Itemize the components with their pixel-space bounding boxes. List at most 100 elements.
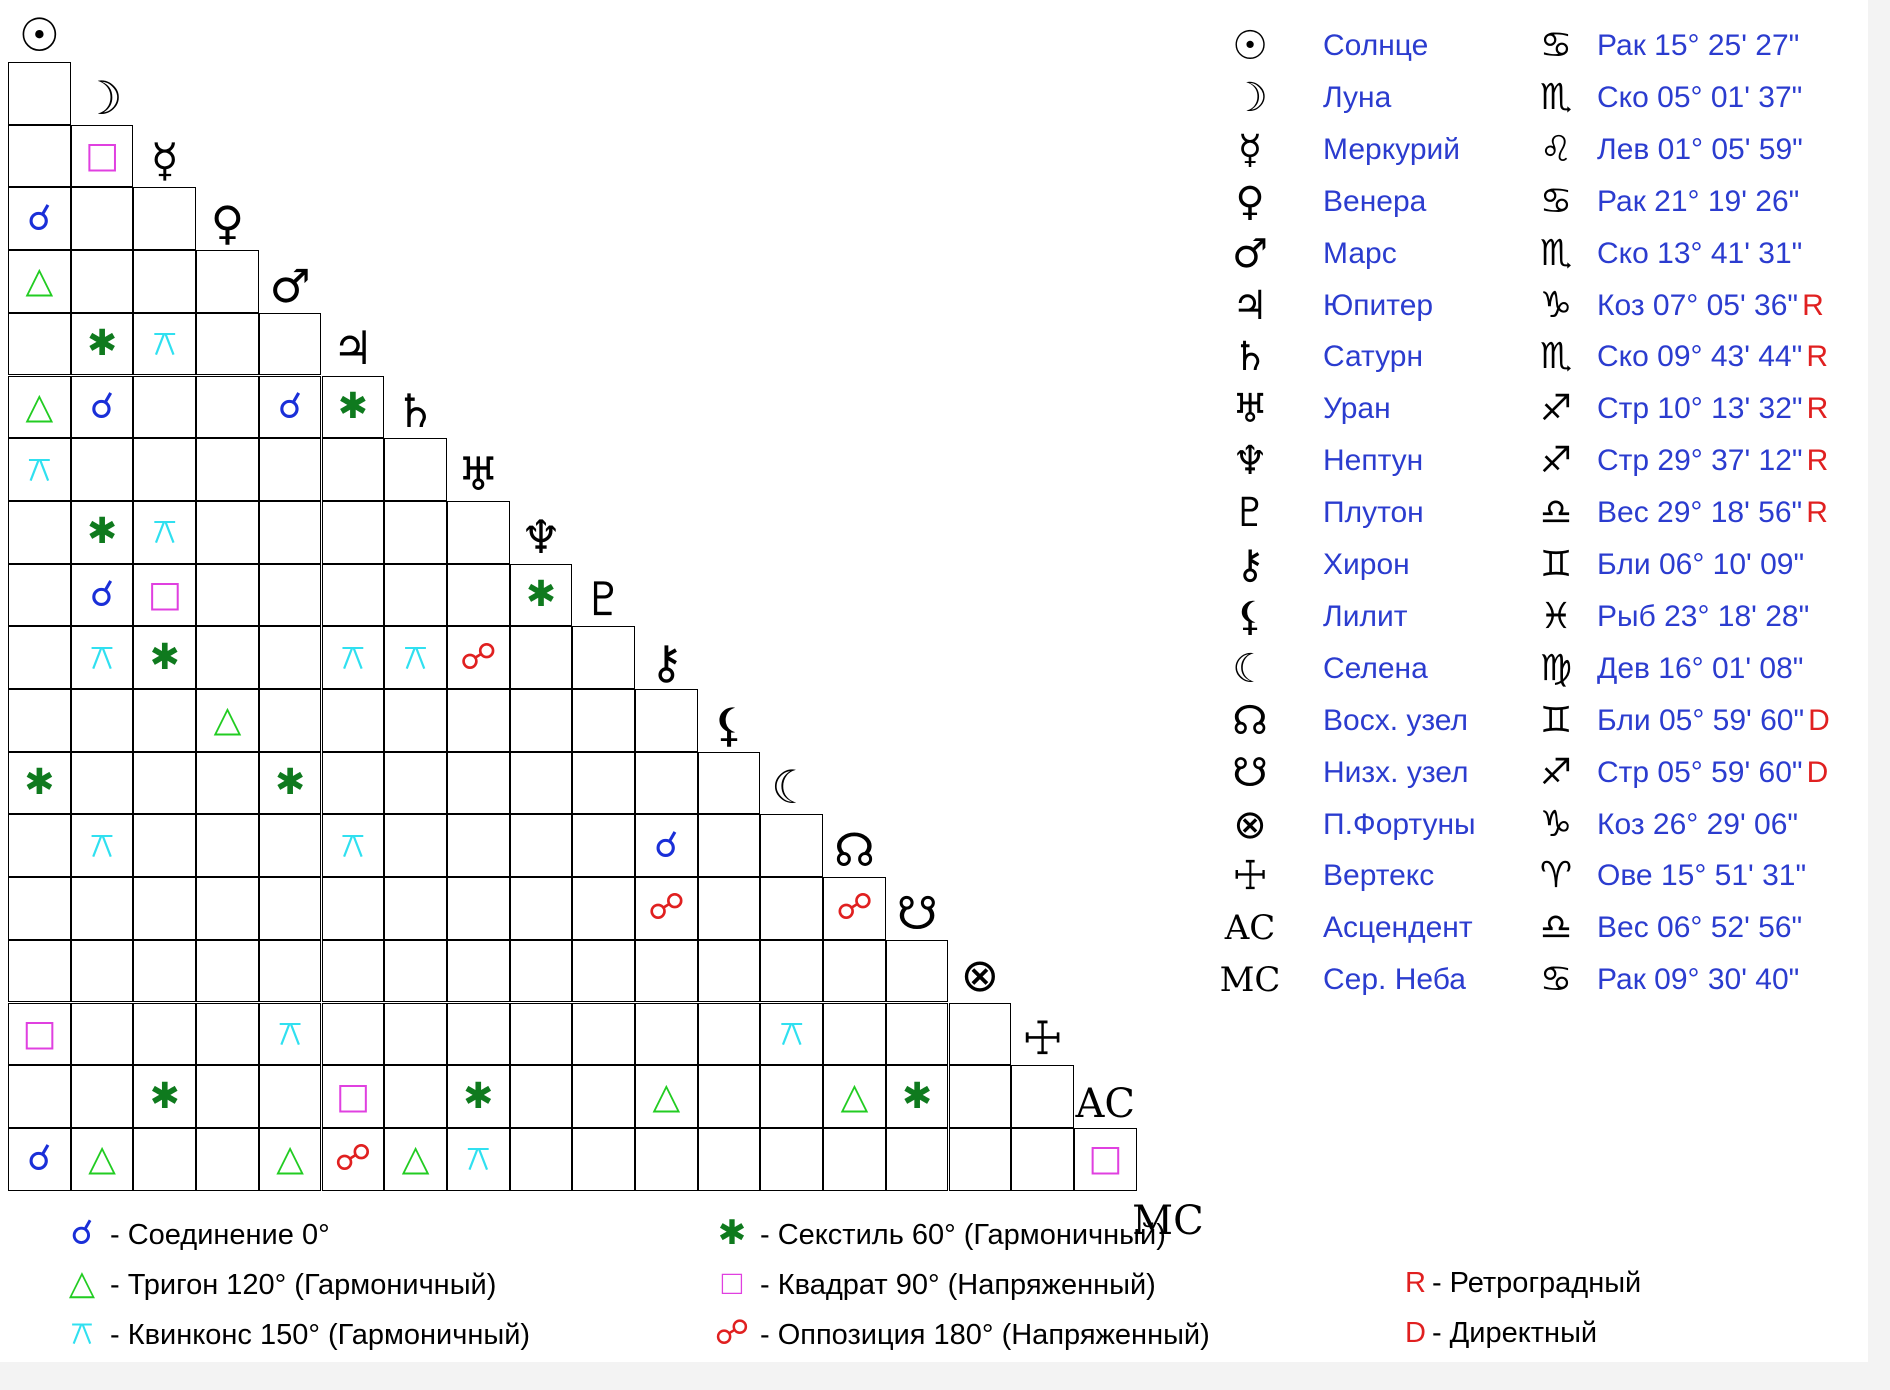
- grid-cell: [196, 751, 259, 815]
- grid-cell: [760, 1127, 824, 1191]
- planet-glyph-icon: ☽: [1232, 74, 1268, 121]
- grid-cell: ⚻: [258, 1002, 322, 1066]
- planet-position: Рак 09° 30' 40": [1597, 949, 1799, 1011]
- planet-glyph-icon: ☉: [1232, 23, 1268, 69]
- zodiac-sign-icon: ♌: [1539, 128, 1573, 170]
- grid-cell: ✱: [70, 312, 134, 376]
- grid-cell: [196, 877, 259, 940]
- grid-cell: [133, 438, 197, 501]
- grid-cell: [509, 1065, 573, 1128]
- grid-cell: [258, 500, 322, 564]
- bottom-background-strip: [0, 1362, 1890, 1390]
- motion-flag: R: [1806, 392, 1829, 426]
- planet-glyph-icon: ♇: [1232, 490, 1268, 537]
- aspect-quin-mark: ⚻: [278, 1012, 303, 1054]
- planet-position-text: Ско 09° 43' 44": [1597, 340, 1803, 374]
- grid-cell: [321, 438, 385, 501]
- direct-letter: D: [1405, 1317, 1426, 1349]
- grid-cell: △: [635, 1065, 698, 1128]
- aspect-trine-mark: △: [840, 1075, 869, 1117]
- grid-cell: [446, 500, 510, 564]
- grid-cell: ✱: [8, 751, 71, 815]
- zodiac-sign-icon: ♏: [1539, 232, 1573, 274]
- planet-row: ♅ Уран ♐ Стр 10° 13' 32" R: [1215, 378, 1865, 441]
- grid-cell: [760, 814, 824, 878]
- aspect-square-mark: □: [147, 573, 182, 615]
- grid-cell: [258, 312, 322, 376]
- grid-header-7: ♅: [457, 446, 499, 501]
- grid-cell: [384, 877, 447, 940]
- grid-cell: [572, 877, 635, 940]
- aspect-quin-mark: ⚻: [27, 448, 52, 490]
- planet-position-text: Бли 06° 10' 09": [1597, 548, 1805, 581]
- grid-header-14: ☋: [896, 885, 938, 940]
- grid-cell: [8, 62, 71, 125]
- grid-cell: [384, 1065, 447, 1128]
- grid-cell: [70, 1065, 134, 1128]
- grid-cell: [635, 1127, 698, 1191]
- planet-glyph-icon: ♄: [1232, 334, 1268, 381]
- grid-cell: [572, 1127, 635, 1191]
- planet-position-text: Вес 06° 52' 56": [1597, 911, 1803, 945]
- planet-glyph-icon: AC: [1224, 908, 1276, 949]
- grid-cell: [697, 1127, 761, 1191]
- planet-name: Юпитер: [1323, 288, 1434, 322]
- grid-cell: □: [321, 1065, 385, 1128]
- grid-cell: [384, 814, 447, 878]
- planet-row: ⚷ Хирон ♊ Бли 06° 10' 09": [1215, 534, 1865, 597]
- planet-row: ☿ Меркурий ♌ Лев 01° 05' 59": [1215, 119, 1865, 182]
- aspect-quin-mark: ⚻: [90, 824, 115, 866]
- grid-cell: [70, 250, 134, 313]
- grid-cell: ⚻: [321, 626, 385, 689]
- planet-glyph-icon: ⚸: [1235, 593, 1265, 640]
- aspect-quin-mark: ⚻: [340, 824, 365, 866]
- planet-name: Хирон: [1323, 548, 1410, 581]
- aspect-trine-mark: △: [401, 1138, 430, 1180]
- planet-position-text: Рак 15° 25' 27": [1597, 29, 1800, 62]
- grid-cell: [446, 563, 510, 627]
- aspect-quin-mark: ⚻: [340, 636, 365, 678]
- grid-cell: [196, 312, 259, 376]
- grid-cell: [446, 689, 510, 752]
- aspect-quin-mark: ⚻: [152, 323, 177, 365]
- grid-cell: [321, 1002, 385, 1066]
- planet-position-text: Ско 05° 01' 37": [1597, 80, 1803, 114]
- grid-header-10: ⚷: [649, 634, 684, 689]
- aspect-opp-mark: ☍: [648, 887, 685, 929]
- aspect-grid: ☉ ☽ ☿ □ ♀ ☌ ♂ △ ♃ ✱ ⚻ ♄ △ ☌ ☌ ✱ ♅ ⚻ ♆ ✱ ⚻ ♇ ☌ □ ✱ ⚷ ⚻ ✱ ⚻ ⚻ ☍ ⚸ △ ☾ ✱ ✱ ☊ ⚻ ⚻ ☌…: [8, 12, 1204, 1241]
- aspect-square-mark: □: [85, 135, 120, 177]
- grid-cell: [948, 1065, 1012, 1128]
- planet-glyph-icon: ♆: [1232, 438, 1268, 485]
- grid-cell: ☌: [8, 1127, 71, 1191]
- legend-conjunction: ☌ - Соединение 0°: [62, 1213, 330, 1255]
- legend-quincunx-label: - Квинконс 150° (Гармоничный): [110, 1319, 531, 1351]
- planet-glyph-icon: ☊: [1232, 697, 1268, 744]
- planet-glyph-icon: ⊗: [1233, 801, 1267, 848]
- legend-trine-label: - Тригон 120° (Гармоничный): [110, 1269, 497, 1301]
- planet-position-text: Ове 15° 51' 31": [1597, 859, 1807, 893]
- conjunction-icon: ☌: [70, 1214, 94, 1252]
- planet-position-text: Стр 05° 59' 60": [1597, 755, 1803, 789]
- legend-sextile-label: - Секстиль 60° (Гармоничный): [760, 1219, 1166, 1251]
- grid-cell: ⚻: [70, 814, 134, 878]
- zodiac-sign-icon: ♋: [1539, 180, 1573, 222]
- grid-header-1: ☽: [81, 70, 123, 125]
- planet-name: Сер. Неба: [1323, 963, 1466, 997]
- motion-flag: R: [1806, 444, 1829, 478]
- sextile-icon: ✱: [717, 1214, 747, 1252]
- grid-cell: [133, 187, 197, 251]
- grid-cell: [697, 1002, 761, 1066]
- planet-name: Восх. узел: [1323, 703, 1468, 737]
- retrograde-letter: R: [1405, 1267, 1426, 1299]
- grid-cell: [196, 250, 259, 313]
- grid-cell: [1011, 1065, 1074, 1128]
- grid-cell: [70, 1002, 134, 1066]
- planet-glyph-icon: ♀: [1235, 178, 1265, 225]
- grid-cell: ☍: [823, 877, 886, 940]
- grid-cell: [446, 1002, 510, 1066]
- grid-cell: [697, 939, 761, 1003]
- grid-cell: [384, 438, 447, 501]
- motion-flag: D: [1806, 755, 1829, 789]
- grid-cell: [446, 751, 510, 815]
- planet-position: Ско 05° 01' 37": [1597, 67, 1802, 129]
